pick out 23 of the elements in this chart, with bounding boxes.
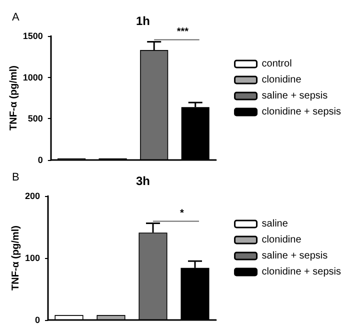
y-axis-title: TNF-α (pg/ml) bbox=[10, 225, 22, 291]
y-tick-label: 1000 bbox=[22, 72, 43, 82]
y-tick-label: 0 bbox=[34, 315, 40, 325]
text: A bbox=[12, 12, 20, 24]
legend-label: clonidine bbox=[262, 234, 302, 246]
legend-label: clonidine + sepsis bbox=[262, 266, 342, 278]
legend-label: saline bbox=[262, 218, 288, 230]
y-tick-label: 100 bbox=[24, 253, 40, 263]
legend-label: control bbox=[262, 58, 292, 70]
y-tick-label: 0 bbox=[38, 155, 43, 165]
y-tick-label: 200 bbox=[24, 191, 40, 201]
y-tick-label: 1500 bbox=[22, 31, 43, 41]
legend-label: clonidine + sepsis bbox=[262, 106, 342, 118]
legend-label: clonidine bbox=[262, 74, 302, 86]
legend-label: saline + sepsis bbox=[262, 250, 328, 262]
legend-label: saline + sepsis bbox=[262, 90, 328, 102]
annotation: * bbox=[180, 208, 184, 219]
y-axis-title: TNF-α (pg/ml) bbox=[8, 65, 20, 131]
annotation: *** bbox=[176, 26, 189, 38]
text: B bbox=[12, 172, 20, 184]
chart-title: 3h bbox=[136, 174, 150, 188]
chart-title: 1h bbox=[136, 14, 150, 28]
y-tick-label: 500 bbox=[28, 114, 43, 124]
